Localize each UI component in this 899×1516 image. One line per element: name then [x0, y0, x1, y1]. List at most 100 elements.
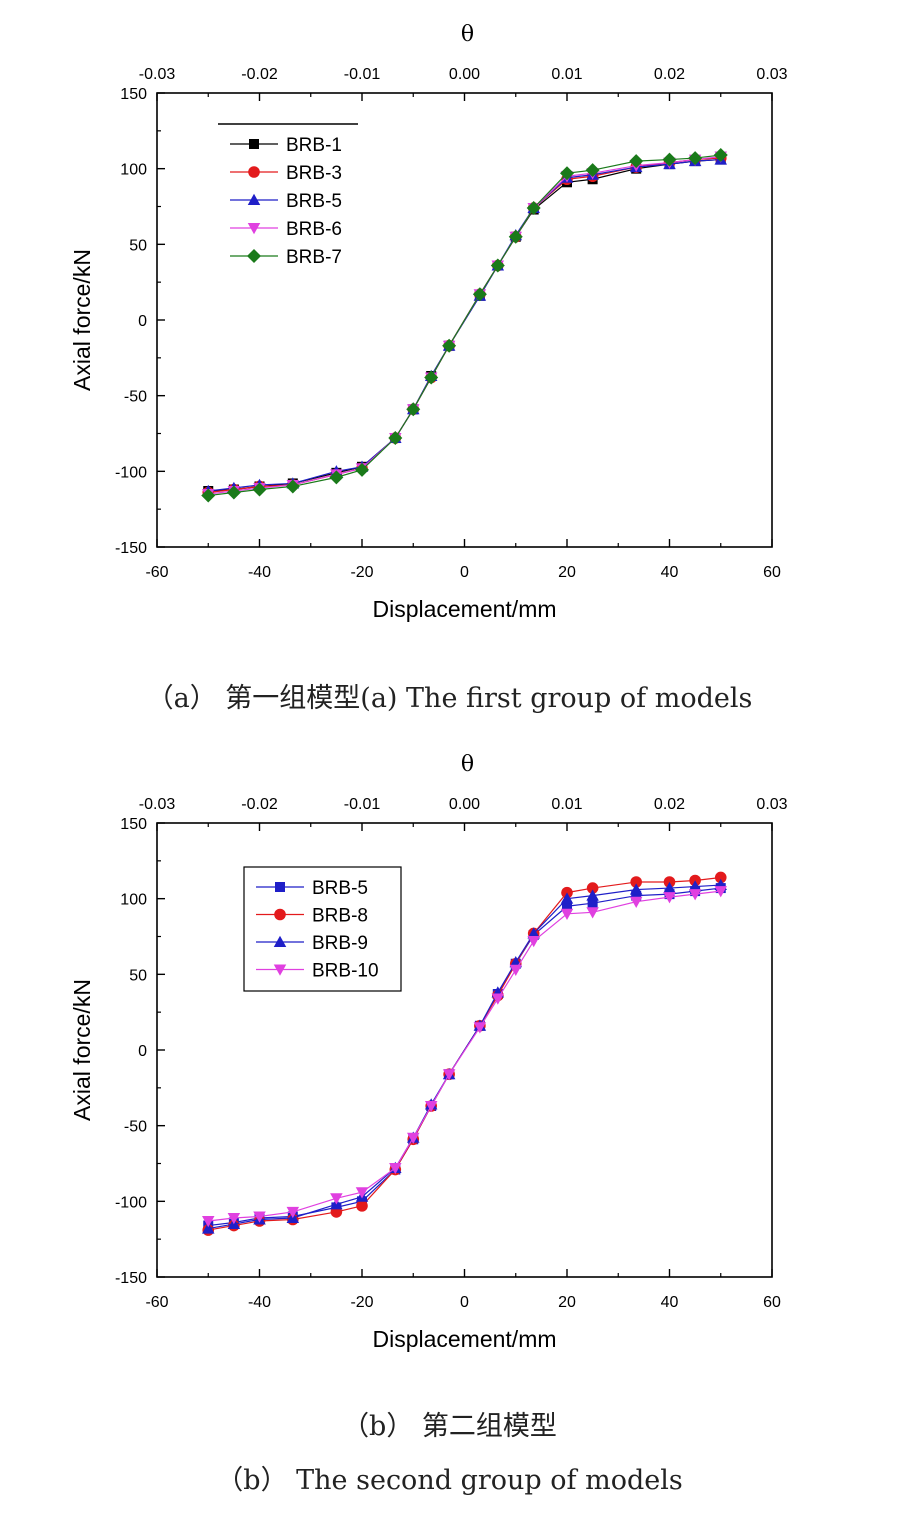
- chart-a-x-tick-label: -20: [350, 564, 373, 581]
- chart-a-point-brb-7: [226, 485, 241, 500]
- chart-b-top-tick-label: -0.03: [139, 796, 176, 813]
- chart-b-y-tick-label: 50: [129, 967, 147, 984]
- chart-a-point-brb-7: [424, 370, 439, 385]
- chart-b-point-brb-5: [587, 898, 598, 909]
- chart-a-point-brb-7: [585, 163, 600, 178]
- chart-b-x-tick-label: 0: [460, 1294, 469, 1311]
- chart-b-point-brb-10: [253, 1211, 266, 1223]
- chart-b-point-brb-10: [473, 1022, 487, 1034]
- chart-a-x-tick-label: 0: [460, 564, 469, 581]
- chart-a-point-brb-7: [355, 462, 369, 477]
- chart-a-legend-label: BRB-3: [286, 163, 342, 184]
- chart-b-point-brb-10: [355, 1187, 369, 1199]
- chart-a-y-tick-label: 0: [138, 313, 147, 330]
- chart-b-point-brb-10: [424, 1100, 438, 1113]
- chart-a-top-tick-label: 0.03: [756, 66, 787, 83]
- chart-a-y-tick-label: -50: [124, 389, 147, 406]
- chart-a-x-tick-label: 60: [763, 564, 781, 581]
- chart-a-y-tick-label: 150: [120, 86, 147, 103]
- chart-b-point-brb-10: [227, 1212, 241, 1225]
- chart-b-line-brb-10: [208, 890, 721, 1222]
- chart-b-svg: -60 -40 -20 0 20 40 60 -0.03 -0.02 -0.01 0.00 0.01 0…: [69, 752, 788, 1352]
- chart-b-point-brb-10: [714, 886, 727, 898]
- chart-a-legend-label: BRB-1: [286, 135, 342, 156]
- chart-a-y-tick-label: 50: [129, 237, 147, 254]
- chart-b-x-tick-label: 60: [763, 1294, 781, 1311]
- chart-a-point-brb-7: [560, 166, 574, 181]
- chart-a-legend-marker: [249, 139, 259, 149]
- chart-b-point-brb-8: [630, 876, 642, 888]
- chart-b-x-tick-label: 20: [558, 1294, 576, 1311]
- chart-b-legend-label: BRB-8: [312, 906, 368, 927]
- chart-a-point-brb-7: [252, 482, 267, 497]
- chart-a-top-tick-label: -0.03: [139, 66, 176, 83]
- chart-b-top-tick-label: 0.01: [551, 796, 582, 813]
- chart-a-top-tick-label: 0.01: [551, 66, 582, 83]
- chart-a-x-tick-label: -40: [248, 564, 271, 581]
- chart-b-point-brb-10: [509, 964, 522, 977]
- chart-panel-a: -60 -40 -20 0 20 40 60 -0.03 -0.02 -0.01 0.00 0.01 0…: [0, 0, 899, 670]
- chart-b-legend-marker: [273, 935, 287, 947]
- chart-a-top-axis-label: θ: [461, 22, 474, 47]
- chart-b-x-axis-label: Displacement/mm: [372, 1326, 556, 1352]
- chart-b-legend-label: BRB-5: [312, 878, 368, 899]
- chart-a-top-tick-label: 0.02: [654, 66, 685, 83]
- chart-b-x-tick-label: 40: [661, 1294, 679, 1311]
- chart-b-point-brb-9: [663, 881, 676, 894]
- chart-b-y-tick-label: 100: [120, 892, 147, 909]
- chart-b-y-tick-label: 150: [120, 816, 147, 833]
- chart-b-top-tick-label: -0.01: [344, 796, 381, 813]
- chart-a-x-tick-label: 40: [661, 564, 679, 581]
- chart-a-series-brb-6: [202, 151, 727, 501]
- chart-a-point-brb-7: [508, 229, 523, 244]
- chart-b-top-tick-label: 0.03: [756, 796, 787, 813]
- chart-b-y-tick-label: -150: [115, 1270, 147, 1287]
- chart-b-point-brb-8: [586, 882, 599, 894]
- chart-b-point-brb-9: [586, 889, 599, 901]
- chart-b-top-tick-label: 0.02: [654, 796, 685, 813]
- chart-b-point-brb-10: [286, 1206, 300, 1219]
- chart-a-x-axis-label: Displacement/mm: [372, 596, 556, 622]
- chart-a-y-tick-label: -150: [115, 540, 147, 557]
- chart-a-point-brb-7: [472, 287, 487, 302]
- chart-b-y-tick-label: -50: [124, 1119, 147, 1136]
- chart-a-point-brb-7: [629, 154, 644, 169]
- chart-panel-b: -60 -40 -20 0 20 40 60 -0.03 -0.02 -0.01 0.00 0.01 0…: [0, 730, 899, 1400]
- chart-b-y-tick-label: 0: [138, 1043, 147, 1060]
- chart-b-y-axis-label: Axial force/kN: [69, 979, 95, 1121]
- chart-a-legend-marker: [248, 166, 260, 178]
- chart-b-point-brb-10: [491, 993, 505, 1005]
- chart-a-top-tick-label: 0.00: [449, 66, 480, 83]
- chart-a-legend-marker: [247, 249, 261, 263]
- chart-b-point-brb-10: [629, 896, 643, 908]
- chart-a-y-tick-label: -100: [115, 464, 147, 481]
- chart-b-point-brb-8: [356, 1200, 368, 1212]
- chart-b-legend-label: BRB-9: [312, 933, 368, 954]
- chart-b-point-brb-10: [527, 936, 540, 948]
- chart-a-x-tick-label: -60: [145, 564, 168, 581]
- chart-a-x-tick-label: 20: [558, 564, 576, 581]
- chart-a-legend-label: BRB-7: [286, 247, 342, 268]
- chart-a-top-tick-label: -0.02: [241, 66, 278, 83]
- chart-a-series-brb-7: [201, 148, 728, 503]
- chart-a-legend-marker: [247, 223, 261, 235]
- chart-b-point-brb-5: [562, 901, 572, 912]
- chart-a-point-brb-7: [688, 151, 703, 166]
- chart-a-point-brb-7: [490, 258, 505, 273]
- chart-a-line-brb-7: [208, 154, 721, 497]
- chart-b-legend-label: BRB-10: [312, 961, 379, 982]
- chart-a-point-brb-7: [388, 431, 403, 446]
- chart-a-top-tick-label: -0.01: [344, 66, 381, 83]
- chart-b-point-brb-8: [714, 871, 727, 884]
- chart-a-svg: -60 -40 -20 0 20 40 60 -0.03 -0.02 -0.01 0.00 0.01 0…: [69, 22, 788, 622]
- chart-b-legend-marker: [275, 882, 285, 892]
- chart-a-point-brb-7: [526, 201, 541, 216]
- chart-b-point-brb-9: [688, 880, 702, 892]
- chart-b-point-brb-10: [407, 1132, 420, 1145]
- chart-b-x-tick-label: -20: [350, 1294, 373, 1311]
- chart-b-point-brb-9: [629, 883, 643, 895]
- chart-a-series-brb-5: [202, 153, 727, 497]
- chart-a-point-brb-7: [662, 152, 677, 167]
- caption-a: （a） 第一组模型(a) The first group of models: [146, 683, 753, 714]
- chart-b-legend-marker: [273, 964, 287, 976]
